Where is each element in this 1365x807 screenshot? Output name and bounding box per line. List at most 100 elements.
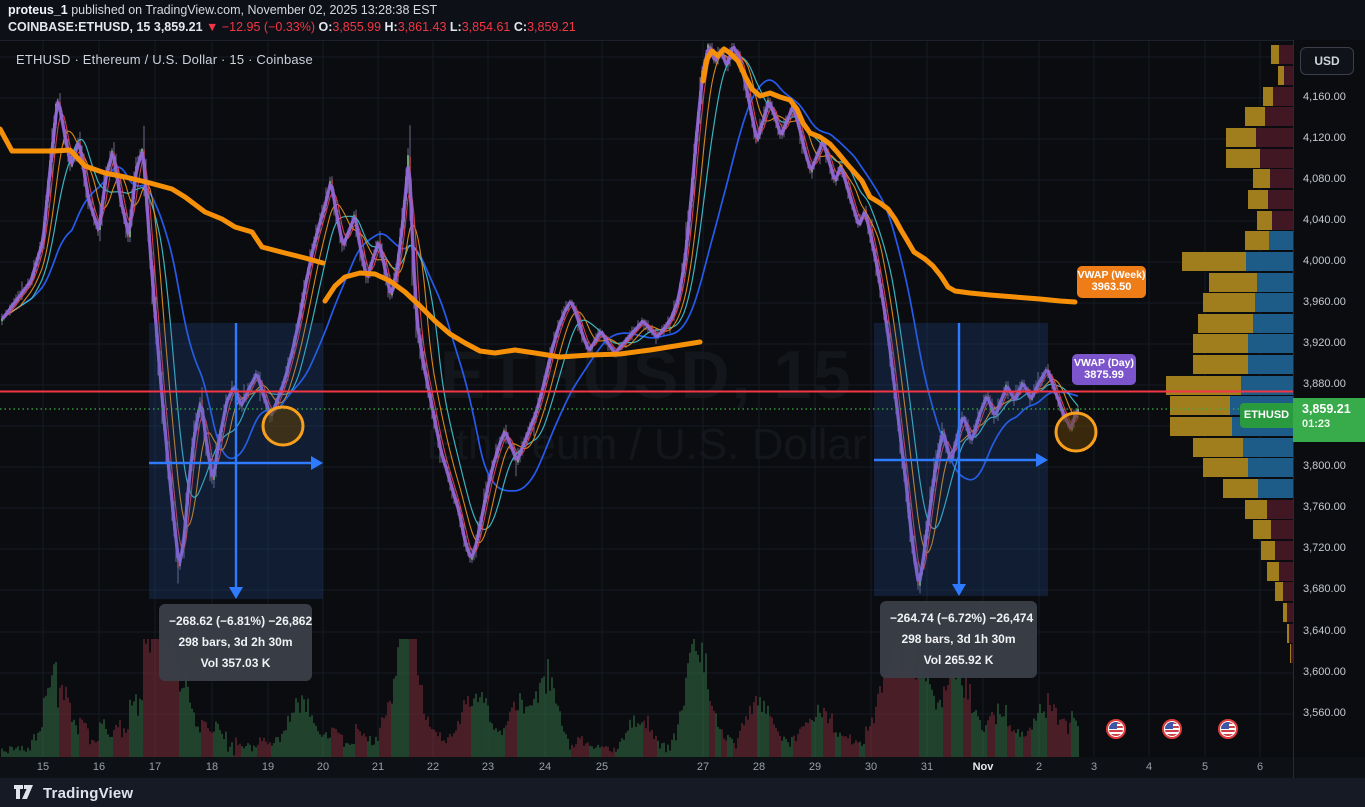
tradingview-logo-text: TradingView	[43, 784, 134, 802]
publish-line: proteus_1 published on TradingView.com, …	[8, 3, 437, 17]
flag-canton	[1165, 722, 1173, 729]
measure-tooltip-right: −264.74 (−6.72%) −26,474 298 bars, 3d 1h…	[880, 601, 1037, 678]
low-value: 3,854.61	[461, 20, 511, 34]
flag-stripes	[1165, 722, 1179, 736]
price-axis-label: 3,800.00	[1303, 460, 1346, 472]
chart-legend[interactable]: ETHUSD · Ethereum / U.S. Dollar · 15 · C…	[16, 52, 313, 67]
time-axis[interactable]: 15 16 17 18 19 20 21 22 23 24 25 27 28 29 30 31 Nov 2 3 4 5 6	[0, 757, 1365, 778]
time-axis-label: 23	[481, 761, 495, 773]
measure-left-line1: −268.62 (−6.81%) −26,862	[169, 614, 313, 628]
publish-text: published on TradingView.com, November 0…	[67, 3, 438, 17]
time-axis-label: 29	[808, 761, 822, 773]
price-axis-label: 3,760.00	[1303, 501, 1346, 513]
price-axis-label: 4,160.00	[1303, 91, 1346, 103]
vwap-week-callout[interactable]: VWAP (Week) 3963.50	[1077, 266, 1146, 298]
measure-left-line2: 298 bars, 3d 2h 30m	[178, 635, 293, 649]
time-axis-label: 15	[36, 761, 50, 773]
volume-profile	[1166, 45, 1293, 663]
time-axis-label: 5	[1201, 761, 1209, 773]
vwap-day-value: 3875.99	[1084, 369, 1124, 381]
last-price: 3,859.21	[153, 20, 203, 34]
price-axis-label: 3,600.00	[1303, 666, 1346, 678]
symbol-name: COINBASE:ETHUSD, 15	[8, 20, 151, 34]
time-axis-label: 2	[1035, 761, 1043, 773]
price-axis-label: 4,040.00	[1303, 214, 1346, 226]
flag-canton	[1109, 722, 1117, 729]
open-value: 3,855.99	[332, 20, 382, 34]
time-axis-label: 30	[864, 761, 878, 773]
symbol-line: COINBASE:ETHUSD, 15 3,859.21 ▼ −12.95 (−…	[8, 20, 576, 34]
tradingview-logo-icon	[14, 785, 33, 799]
time-axis-label: 16	[92, 761, 106, 773]
price-badge[interactable]: 3,859.21 01:23	[1293, 398, 1365, 442]
measure-right-line2: 298 bars, 3d 1h 30m	[901, 632, 1016, 646]
time-axis-label: 27	[696, 761, 710, 773]
highlight-circles[interactable]	[261, 405, 1098, 453]
vwap-day-callout[interactable]: VWAP (Day) 3875.99	[1072, 354, 1136, 385]
measure-right-line1: −264.74 (−6.72%) −26,474	[890, 611, 1034, 625]
ma-teal	[1, 53, 1079, 531]
time-axis-label: 31	[920, 761, 934, 773]
measure-right-line3: Vol 265.92 K	[923, 653, 994, 667]
price-badge-countdown: 01:23	[1302, 418, 1331, 430]
flag-canton	[1221, 722, 1229, 729]
vwap-week-value: 3963.50	[1091, 281, 1132, 293]
price-axis-label: 3,920.00	[1303, 337, 1346, 349]
price-change: ▼ −12.95 (−0.33%)	[206, 20, 315, 34]
currency-toggle-button[interactable]: USD	[1300, 47, 1354, 75]
us-flag-event-icon[interactable]	[1162, 719, 1182, 739]
price-axis-label: 3,680.00	[1303, 583, 1346, 595]
time-axis-label: 24	[538, 761, 552, 773]
price-badge-symbol[interactable]: ETHUSD	[1240, 403, 1293, 428]
high-label: H:	[384, 20, 398, 34]
chart-canvas[interactable]	[0, 41, 1293, 758]
us-flag-event-icon[interactable]	[1218, 719, 1238, 739]
vwap-week-title: VWAP (Week)	[1077, 269, 1146, 281]
time-axis-label: 25	[595, 761, 609, 773]
close-label: C:	[513, 20, 528, 34]
time-axis-label: 3	[1090, 761, 1098, 773]
close-value: 3,859.21	[527, 20, 576, 34]
high-value: 3,861.43	[397, 20, 447, 34]
price-axis-label: 3,960.00	[1303, 296, 1346, 308]
ma-orange	[1, 54, 1079, 554]
vwap-day-title: VWAP (Day)	[1074, 357, 1134, 369]
publish-header: proteus_1 published on TradingView.com, …	[0, 0, 1365, 40]
time-axis-label: 21	[371, 761, 385, 773]
price-axis-label: 3,720.00	[1303, 542, 1346, 554]
open-label: O:	[318, 20, 333, 34]
price-axis-label: 3,640.00	[1303, 625, 1346, 637]
price-badge-value: 3,859.21	[1302, 402, 1351, 416]
measure-tooltip-left: −268.62 (−6.81%) −26,862 298 bars, 3d 2h…	[159, 604, 312, 681]
highlight-circle	[261, 405, 305, 447]
time-axis-label: Nov	[972, 761, 994, 773]
price-lines	[0, 390, 1293, 410]
us-flag-event-icon[interactable]	[1106, 719, 1126, 739]
time-axis-label: 28	[752, 761, 766, 773]
price-axis-label: 4,000.00	[1303, 255, 1346, 267]
username: proteus_1	[8, 3, 68, 17]
time-axis-label: 17	[148, 761, 162, 773]
time-axis-label: 4	[1145, 761, 1153, 773]
vwap-week-line	[0, 46, 1078, 360]
price-axis-label: 3,560.00	[1303, 707, 1346, 719]
measure-left-line3: Vol 357.03 K	[200, 656, 271, 670]
time-axis-label: 19	[261, 761, 275, 773]
measure-boxes[interactable]	[149, 323, 1048, 599]
bottom-bar: TradingView	[0, 778, 1365, 807]
axis-corner	[1293, 757, 1365, 778]
time-axis-label: 18	[205, 761, 219, 773]
time-axis-label: 20	[316, 761, 330, 773]
ma-blue	[1, 79, 1079, 492]
price-axis-label: 3,880.00	[1303, 378, 1346, 390]
tradingview-logo[interactable]: TradingView	[14, 783, 133, 803]
time-axis-label: 22	[426, 761, 440, 773]
time-axis-label: 6	[1256, 761, 1264, 773]
flag-stripes	[1109, 722, 1123, 736]
vwap-day-line	[1, 45, 1080, 582]
flag-stripes	[1221, 722, 1235, 736]
highlight-circle	[1054, 411, 1098, 453]
low-label: L:	[449, 20, 462, 34]
price-axis-label: 4,120.00	[1303, 132, 1346, 144]
